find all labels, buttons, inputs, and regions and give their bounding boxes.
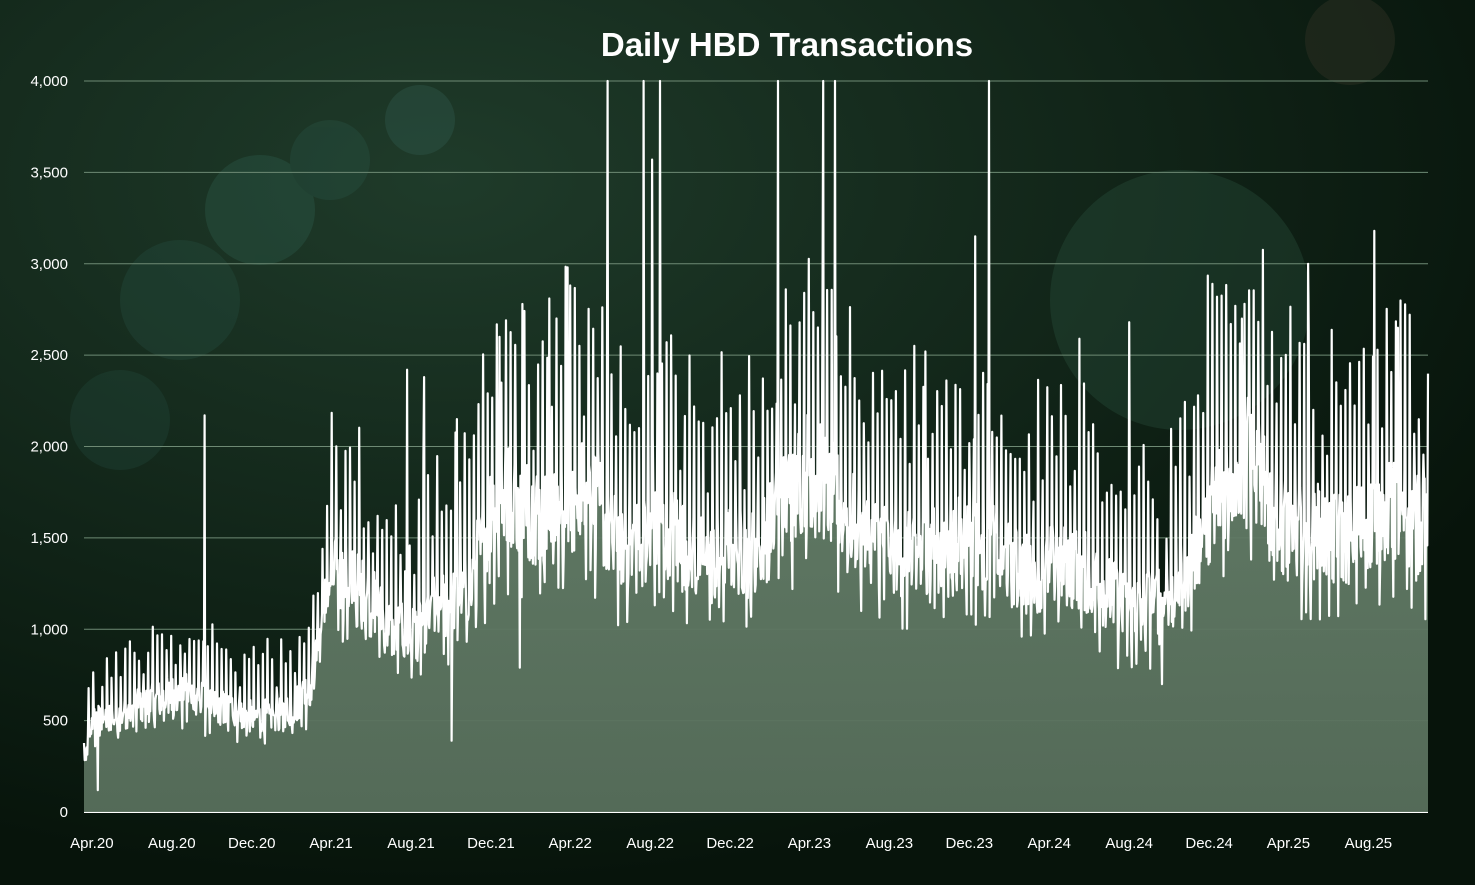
x-tick-label: Apr.23: [788, 835, 831, 852]
x-tick-label: Apr.22: [549, 835, 592, 852]
x-tick-label: Dec.22: [706, 835, 754, 852]
x-tick-label: Apr.25: [1267, 835, 1310, 852]
area-layer: [82, 79, 1430, 812]
y-tick-label: 3,000: [30, 256, 68, 273]
y-tick-label: 1,500: [30, 530, 68, 547]
x-tick-label: Dec.23: [946, 835, 994, 852]
x-axis-ticks: Apr.20 Aug.20 Dec.20 Apr.21 Aug.21 Dec.21 Apr.…: [70, 835, 1392, 852]
x-tick-label: Dec.20: [228, 835, 276, 852]
x-tick-label: Apr.20: [70, 835, 113, 852]
y-tick-label: 4,000: [30, 73, 68, 90]
series-line: [82, 79, 1430, 792]
y-tick-label: 1,000: [30, 621, 68, 638]
x-tick-label: Aug.24: [1105, 835, 1153, 852]
chart-title: Daily HBD Transactions: [601, 26, 973, 63]
x-tick-label: Aug.23: [866, 835, 914, 852]
x-tick-label: Aug.22: [626, 835, 674, 852]
x-tick-label: Dec.24: [1185, 835, 1233, 852]
x-tick-label: Dec.21: [467, 835, 515, 852]
x-tick-label: Apr.24: [1028, 835, 1071, 852]
x-tick-label: Apr.21: [309, 835, 352, 852]
x-tick-label: Aug.20: [148, 835, 196, 852]
x-tick-label: Aug.21: [387, 835, 435, 852]
y-axis-ticks: 0 500 1,000 1,500 2,000 2,500 3,000 3,500 4,000: [30, 73, 68, 821]
x-tick-label: Aug.25: [1345, 835, 1393, 852]
y-tick-label: 3,500: [30, 164, 68, 181]
y-tick-label: 0: [60, 804, 68, 821]
y-tick-label: 2,500: [30, 347, 68, 364]
y-tick-label: 2,000: [30, 439, 68, 456]
y-tick-label: 500: [43, 713, 68, 730]
